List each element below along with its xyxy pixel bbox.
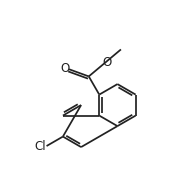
Text: O: O (61, 62, 70, 75)
Text: Cl: Cl (34, 140, 46, 152)
Text: O: O (102, 56, 111, 70)
